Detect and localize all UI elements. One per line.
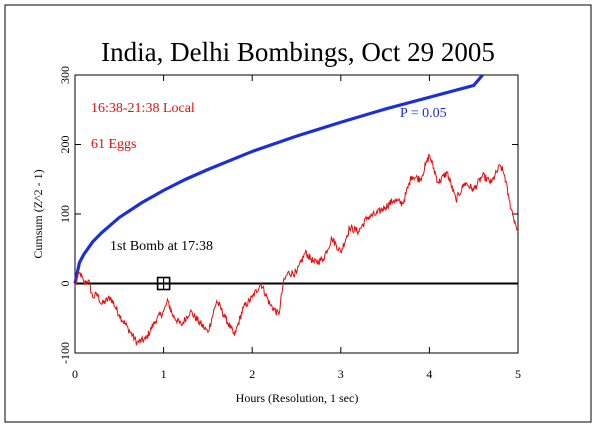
y-tick-label: 300: [58, 66, 72, 84]
x-tick-label: 1: [161, 367, 167, 381]
y-tick-label: -100: [58, 342, 72, 364]
time-window-label: 16:38-21:38 Local: [91, 101, 195, 116]
x-tick-label: 3: [338, 367, 344, 381]
y-axis-label: Cumsum (Z^2 - 1): [31, 169, 45, 258]
outer-frame: [4, 4, 592, 423]
x-axis-label: Hours (Resolution, 1 sec): [236, 391, 359, 405]
series-line-p-0-05: [73, 73, 484, 284]
x-tick-label: 5: [515, 367, 521, 381]
eggs-label: 61 Eggs: [91, 137, 137, 152]
x-tick-label: 4: [426, 367, 432, 381]
x-tick-label: 2: [249, 367, 255, 381]
event-label: 1st Bomb at 17:38: [110, 239, 213, 254]
p-value-label: P = 0.05: [400, 106, 447, 121]
axes-ticks: [74, 74, 519, 354]
y-tick-label: 100: [58, 205, 72, 223]
y-tick-label: 200: [58, 136, 72, 154]
x-tick-label: 0: [72, 367, 78, 381]
series-line-cumsum: [74, 153, 519, 346]
y-tick-label: 0: [58, 281, 72, 287]
chart-title: India, Delhi Bombings, Oct 29 2005: [101, 37, 495, 67]
